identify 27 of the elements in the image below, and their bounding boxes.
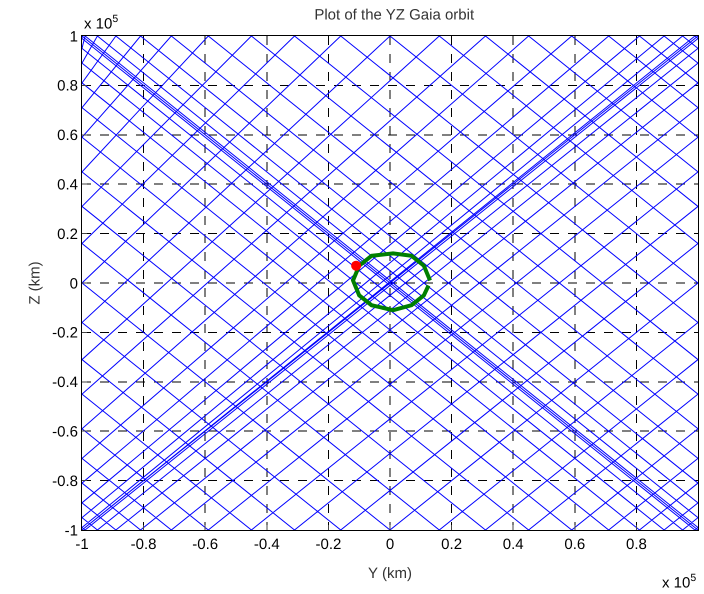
y-tick-label: -0.2 xyxy=(52,324,78,342)
y-tick-label: 0.4 xyxy=(57,176,78,194)
x-tick-label: -0.2 xyxy=(315,536,342,553)
text: x 10$^{5}$ xyxy=(662,572,696,592)
x-tick-label: -0.4 xyxy=(254,536,280,553)
y-tick-label: -0.6 xyxy=(52,423,78,440)
line-series xyxy=(351,251,432,312)
y-tick-label: 0 xyxy=(70,275,78,292)
y-tick-label: 0.8 xyxy=(57,78,78,95)
y-tick-label: 0.6 xyxy=(57,127,78,144)
y-tick-label: 0.2 xyxy=(57,226,78,243)
y-tick-label: -1 xyxy=(64,522,78,540)
y-axis-title: Z (km) xyxy=(26,261,44,305)
x-tick-label: -0.6 xyxy=(192,536,218,553)
text: x 10$^{5}$ xyxy=(84,13,118,32)
y-tick-label: -0.8 xyxy=(52,472,78,490)
x-tick-label: 0.2 xyxy=(441,536,462,553)
x-tick-label: 0.4 xyxy=(502,536,524,553)
x-axis-title: Y (km) xyxy=(368,565,412,582)
chart-title: Plot of the YZ Gaia orbit xyxy=(314,6,475,24)
x-tick-label: 0.6 xyxy=(564,536,586,553)
x-tick-label: 0 xyxy=(386,536,394,553)
y-tick-label: 1 xyxy=(70,28,78,46)
line-series xyxy=(82,36,698,530)
x-tick-label: 0.8 xyxy=(626,536,647,553)
y-tick-label: -0.4 xyxy=(52,374,78,392)
x-tick-label: -0.8 xyxy=(130,536,157,553)
